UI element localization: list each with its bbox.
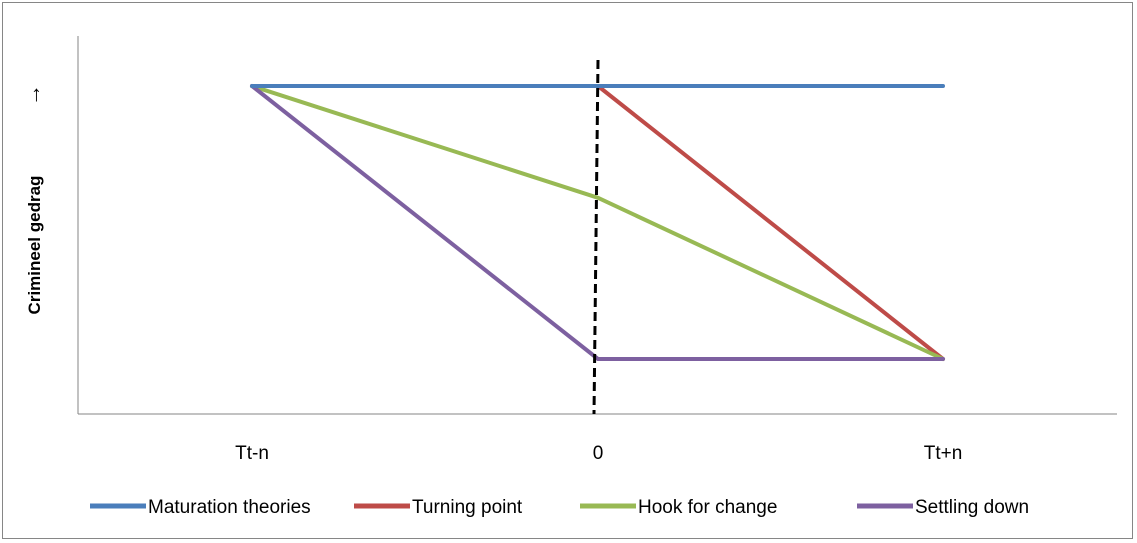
legend-label: Hook for change	[638, 497, 777, 518]
legend-label: Maturation theories	[148, 497, 311, 518]
y-axis-title: Crimineel gedrag →	[20, 84, 45, 314]
legend-label: Settling down	[915, 497, 1029, 518]
legend-item: Turning point	[354, 497, 523, 518]
series-line-hook-for-change	[250, 84, 945, 361]
x-tick-label: 0	[593, 443, 604, 464]
legend: Maturation theories Turning point Hook for…	[90, 497, 1029, 518]
x-tick-label: Tt+n	[924, 443, 963, 464]
legend-item: Maturation theories	[90, 497, 311, 518]
y-axis-label: Crimineel gedrag	[25, 176, 44, 315]
x-tick-label: Tt-n	[235, 443, 269, 464]
series-lines	[250, 84, 945, 361]
legend-item: Hook for change	[580, 497, 777, 518]
axes	[77, 36, 1117, 415]
reference-dashed-line	[592, 59, 600, 415]
legend-label: Turning point	[412, 497, 523, 518]
y-axis-arrow-icon: →	[20, 84, 45, 106]
series-line-settling-down	[250, 84, 945, 361]
reference-line-layer	[592, 59, 600, 415]
x-tick-labels: Tt-n 0 Tt+n	[235, 443, 962, 464]
legend-item: Settling down	[857, 497, 1029, 518]
